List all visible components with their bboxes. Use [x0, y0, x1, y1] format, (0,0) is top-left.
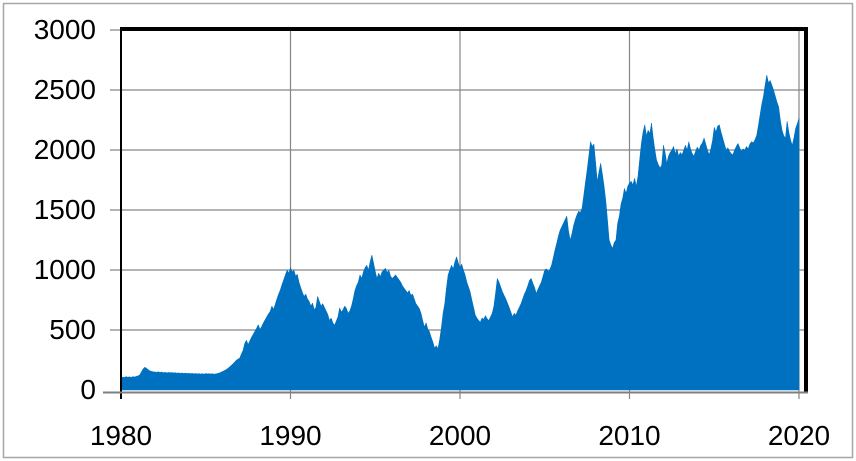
x-axis-tick-label: 1980	[89, 420, 153, 451]
y-axis-tick-label: 0	[80, 374, 96, 405]
x-axis-tick-label: 1990	[259, 420, 322, 451]
y-axis-tick-label: 2500	[33, 74, 96, 105]
y-axis-tick-label: 1000	[33, 254, 96, 285]
x-axis-tick-label: 2020	[767, 420, 831, 451]
y-axis-tick-label: 3000	[33, 14, 96, 45]
plot-border-top	[121, 27, 808, 31]
area-series	[120, 74, 800, 391]
plot-border-right	[804, 27, 808, 393]
y-axis-tick-label: 2000	[33, 134, 96, 165]
y-axis-tick-label: 1500	[33, 194, 96, 225]
x-axis-tick-label: 2010	[598, 420, 661, 451]
y-axis-tick-label: 500	[49, 314, 96, 345]
x-axis-tick-label: 2000	[428, 420, 492, 451]
